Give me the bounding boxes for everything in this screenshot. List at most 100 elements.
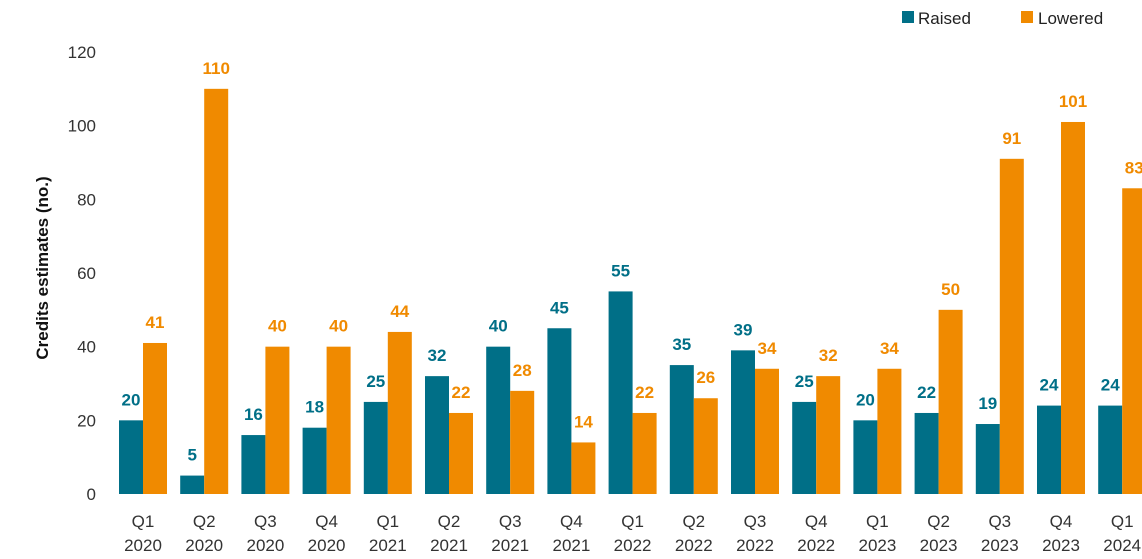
value-label-lowered-3: 40: [329, 317, 348, 336]
bar-raised-9: [669, 365, 694, 494]
x-tick-year-3: 2020: [308, 536, 346, 555]
value-label-raised-14: 19: [978, 394, 997, 413]
x-tick-quarter-6: Q3: [499, 512, 522, 531]
value-label-raised-4: 25: [366, 372, 385, 391]
y-tick-label: 0: [87, 485, 96, 504]
legend-label-lowered: Lowered: [1038, 9, 1103, 28]
x-tick-quarter-1: Q2: [193, 512, 216, 531]
bar-lowered-5: [449, 412, 473, 494]
value-label-raised-3: 18: [305, 398, 324, 417]
bar-lowered-11: [816, 376, 841, 494]
value-label-lowered-0: 41: [146, 313, 165, 332]
x-tick-year-10: 2022: [736, 536, 774, 555]
x-tick-year-14: 2023: [981, 536, 1019, 555]
value-label-raised-8: 55: [611, 261, 630, 280]
value-label-lowered-16: 83: [1125, 158, 1142, 177]
value-label-raised-2: 16: [244, 405, 263, 424]
value-label-lowered-5: 22: [452, 383, 471, 402]
x-tick-year-16: 2024: [1103, 536, 1141, 555]
bars: [119, 88, 1142, 495]
bar-raised-14: [975, 424, 1000, 494]
value-label-lowered-15: 101: [1059, 92, 1087, 111]
x-tick-quarter-4: Q1: [376, 512, 399, 531]
value-label-raised-10: 39: [734, 320, 753, 339]
value-label-lowered-2: 40: [268, 317, 287, 336]
bar-lowered-7: [571, 442, 596, 494]
value-label-raised-6: 40: [489, 317, 508, 336]
bar-raised-2: [241, 435, 266, 494]
x-axis-ticks: Q1 2020 Q2 2020 Q3 2020 Q4 2020 Q1 2021 Q2 2021 Q3 20…: [124, 512, 1141, 555]
legend: Raised Lowered: [902, 9, 1103, 28]
bar-raised-15: [1037, 405, 1061, 494]
bar-raised-7: [547, 328, 572, 494]
value-label-lowered-4: 44: [390, 302, 409, 321]
bar-lowered-2: [265, 346, 290, 494]
value-label-raised-1: 5: [187, 446, 196, 465]
y-axis-label: Credits estimates (no.): [33, 176, 52, 359]
x-tick-quarter-14: Q3: [988, 512, 1011, 531]
x-tick-year-8: 2022: [614, 536, 652, 555]
value-label-raised-11: 25: [795, 372, 814, 391]
bar-lowered-10: [755, 368, 779, 494]
legend-swatch-lowered: [1021, 11, 1033, 23]
bar-raised-16: [1098, 405, 1123, 494]
x-tick-quarter-16: Q1: [1111, 512, 1134, 531]
bar-lowered-4: [387, 331, 412, 494]
x-tick-year-4: 2021: [369, 536, 407, 555]
x-tick-quarter-3: Q4: [315, 512, 338, 531]
bar-lowered-3: [326, 346, 351, 494]
x-tick-quarter-11: Q4: [805, 512, 828, 531]
bar-raised-11: [792, 401, 817, 494]
legend-swatch-raised: [902, 11, 914, 23]
legend-label-raised: Raised: [918, 9, 971, 28]
x-tick-year-5: 2021: [430, 536, 468, 555]
bar-raised-8: [608, 291, 633, 494]
bar-raised-5: [425, 376, 449, 494]
x-tick-quarter-12: Q1: [866, 512, 889, 531]
value-label-lowered-10: 34: [758, 339, 777, 358]
bar-lowered-8: [632, 412, 657, 494]
x-tick-quarter-5: Q2: [438, 512, 461, 531]
value-label-lowered-8: 22: [635, 383, 654, 402]
x-tick-quarter-15: Q4: [1050, 512, 1073, 531]
bar-lowered-16: [1122, 188, 1142, 495]
x-tick-quarter-7: Q4: [560, 512, 583, 531]
x-tick-year-7: 2021: [552, 536, 590, 555]
x-tick-year-2: 2020: [246, 536, 284, 555]
bar-raised-6: [486, 346, 511, 494]
y-tick-label: 120: [68, 43, 96, 62]
x-tick-year-6: 2021: [491, 536, 529, 555]
value-label-lowered-1: 110: [202, 59, 229, 78]
bar-lowered-6: [510, 390, 535, 494]
value-labels: 20 41 5 110 16 40 18 40 25 44 32 22 40 28 45 14 55 22 35 26…: [122, 59, 1142, 465]
x-tick-quarter-10: Q3: [744, 512, 767, 531]
bar-lowered-12: [877, 368, 902, 494]
x-tick-year-11: 2022: [797, 536, 835, 555]
value-label-raised-12: 20: [856, 390, 875, 409]
x-tick-year-12: 2023: [858, 536, 896, 555]
value-label-raised-7: 45: [550, 298, 569, 317]
x-tick-year-0: 2020: [124, 536, 162, 555]
x-tick-quarter-0: Q1: [132, 512, 155, 531]
x-tick-year-13: 2023: [920, 536, 958, 555]
value-label-lowered-12: 34: [880, 339, 899, 358]
bar-lowered-13: [938, 309, 963, 494]
y-tick-label: 20: [77, 411, 96, 430]
value-label-lowered-9: 26: [696, 368, 715, 387]
bar-lowered-0: [143, 342, 167, 494]
value-label-lowered-14: 91: [1002, 129, 1021, 148]
value-label-raised-13: 22: [917, 383, 936, 402]
value-label-raised-5: 32: [428, 346, 447, 365]
y-tick-label: 60: [77, 264, 96, 283]
value-label-raised-15: 24: [1040, 376, 1059, 395]
y-axis-ticks: 0 20 40 60 80 100 120: [68, 43, 96, 504]
value-label-lowered-11: 32: [819, 346, 838, 365]
y-tick-label: 40: [77, 338, 96, 357]
x-tick-quarter-8: Q1: [621, 512, 644, 531]
bar-raised-3: [302, 427, 327, 494]
bar-lowered-15: [1061, 121, 1085, 494]
x-tick-year-9: 2022: [675, 536, 713, 555]
bar-lowered-9: [693, 398, 718, 494]
value-label-lowered-6: 28: [513, 361, 532, 380]
